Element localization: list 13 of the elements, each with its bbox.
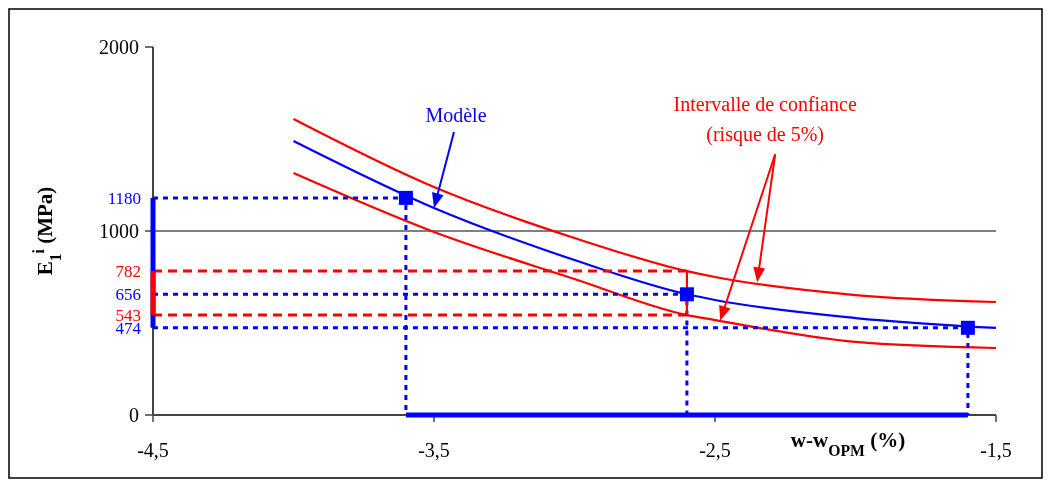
x-tick-label: -3,5 (418, 439, 450, 461)
annotation: Intervalle de confiance (risque de 5%) (673, 93, 857, 147)
data-label: 1180 (107, 188, 141, 208)
x-tick-label: -4,5 (137, 439, 169, 461)
data-label: 656 (115, 285, 141, 305)
data-label: 782 (115, 262, 141, 282)
y-tick-label: 1000 (99, 220, 139, 242)
x-tick-label: -1,5 (980, 439, 1012, 461)
y-tick-label: 2000 (99, 36, 139, 58)
y-tick-label: 0 (129, 404, 139, 426)
text: Modèle (425, 104, 487, 126)
x-axis-title: w-w$_{OPM}$ (%) (790, 428, 906, 459)
x-tick-label: -2,5 (699, 439, 731, 461)
